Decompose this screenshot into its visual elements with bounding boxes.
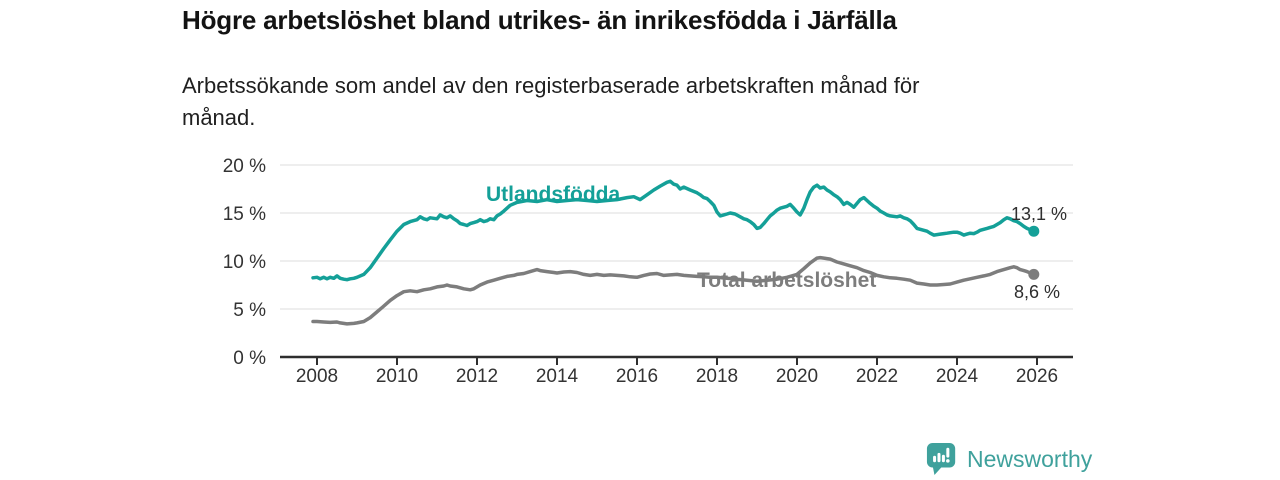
y-tick-label: 15 % [223,204,266,225]
newsworthy-brand-text: Newsworthy [967,445,1093,472]
x-tick-label: 2012 [456,366,498,387]
series-line-0 [311,179,1036,282]
x-tick-label: 2016 [616,366,658,387]
series-end-dot-1 [1028,268,1040,280]
x-tick-label: 2008 [296,366,338,387]
end-value-label-total: 8,6 % [1014,282,1060,302]
series-end-dot-0 [1028,225,1040,237]
chart-subtitle-line1: Arbetssökande som andel av den registerb… [182,73,920,98]
y-tick-label: 5 % [233,300,266,321]
newsworthy-logo: Newsworthy [926,441,1092,477]
x-tick-label: 2014 [536,366,579,387]
series-label-total-arbetsloshet: Total arbetslöshet [697,269,876,292]
y-tick-label: 10 % [223,252,266,273]
end-value-label-utlandsfodda: 13,1 % [1011,204,1067,224]
x-axis-group: 2008 2010 2012 2014 2016 2018 2020 2022 2024 2026 [280,355,1073,387]
x-tick-label: 2020 [776,366,818,387]
x-tick-label: 2022 [856,366,898,387]
series-label-utlandsfodda: Utlandsfödda [486,183,620,206]
series-group [311,179,1040,326]
newsworthy-bar-chart-bubble-icon [926,443,956,475]
y-tick-label: 20 % [223,156,266,177]
x-tick-label: 2018 [696,366,738,387]
chart-subtitle: Arbetssökande som andel av den registerb… [182,70,919,134]
gridlines-group: 0 % 5 % 10 % 15 % 20 % [223,156,1073,369]
series-line-1 [311,255,1036,326]
chart-title: Högre arbetslöshet bland utrikes- än inr… [182,5,897,35]
y-tick-label: 0 % [233,348,266,369]
x-tick-label: 2024 [936,366,979,387]
chart-subtitle-line2: månad. [182,105,256,130]
x-tick-label: 2026 [1016,366,1058,387]
x-tick-label: 2010 [376,366,418,387]
